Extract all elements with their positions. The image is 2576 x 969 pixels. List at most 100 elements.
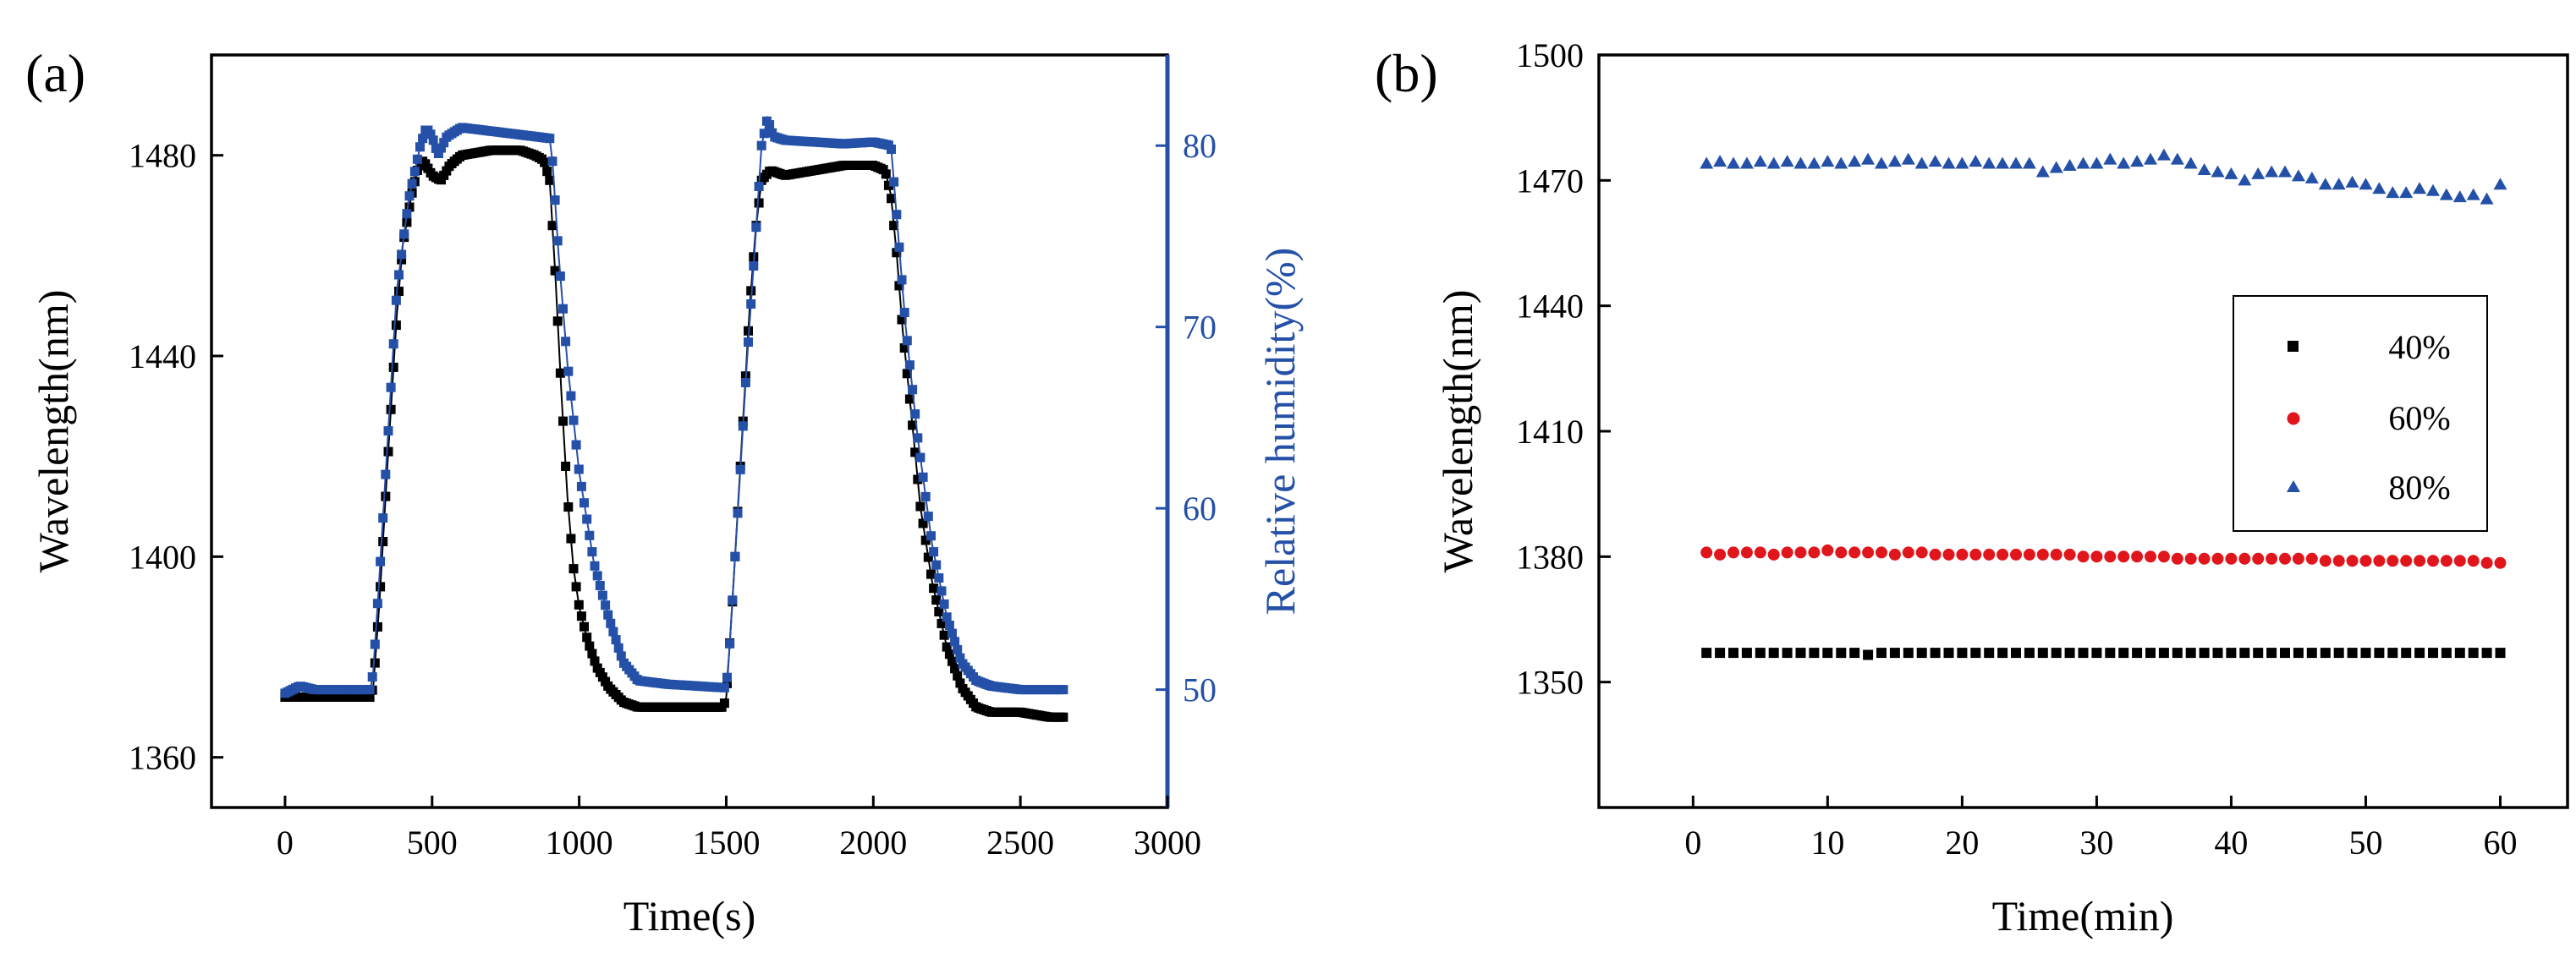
panel-b-data-point xyxy=(2360,648,2371,659)
panel-a-data-point xyxy=(542,167,552,177)
panel-a-data-point xyxy=(576,481,586,491)
panel-a-data-point xyxy=(409,167,420,177)
panel-b-data-point xyxy=(2425,183,2440,196)
panel-a-data-point xyxy=(365,693,375,702)
panel-b: (b) 0 10 20 30 40 50 60 1350 1380 1410 1440 1470 15… xyxy=(1375,36,2569,939)
panel-a-data-point xyxy=(383,446,393,457)
panel-b-data-point xyxy=(2225,552,2238,565)
panel-b-data-point xyxy=(2374,648,2385,659)
panel-b-data-point xyxy=(2157,550,2170,563)
panel-b-data-point xyxy=(2373,555,2386,567)
panel-a-y-axis-title: Wavelength(nm) xyxy=(30,290,77,573)
panel-b-data-point xyxy=(2428,648,2438,659)
panel-a-data-point xyxy=(545,175,555,185)
panel-a-data-point xyxy=(897,275,907,285)
panel-a-x-tick-label: 2000 xyxy=(839,824,907,862)
panel-a-data-point xyxy=(902,336,912,346)
panel-a-data-point xyxy=(568,415,579,425)
panel-b-data-point xyxy=(2051,648,2062,659)
panel-b-data-point xyxy=(1996,156,2010,169)
panel-b-data-point xyxy=(2467,555,2480,567)
panel-a-data-point xyxy=(913,433,923,443)
panel-b-data-point xyxy=(2199,648,2210,659)
panel-b-data-point xyxy=(2076,156,2090,169)
panel-a-data-point xyxy=(426,129,436,140)
panel-b-data-point xyxy=(2319,555,2332,567)
panel-b-data-point xyxy=(2452,190,2467,203)
panel-b-y-tick-label: 1470 xyxy=(1516,162,1584,200)
panel-b-x-tick-label: 10 xyxy=(1810,824,1844,862)
panel-a-data-point xyxy=(561,462,571,471)
panel-b-data-point xyxy=(1739,156,1754,169)
panel-b-x-tick-label: 40 xyxy=(2214,824,2248,862)
panel-b-data-point xyxy=(1929,548,1942,561)
panel-a-data-point xyxy=(365,685,375,695)
panel-b-data-point xyxy=(2158,648,2169,659)
panel-b-y-tick-label: 1500 xyxy=(1516,36,1584,74)
panel-b-data-point xyxy=(2332,555,2345,567)
panel-a-data-point xyxy=(908,420,918,430)
panel-b-data-point xyxy=(1942,156,1956,169)
panel-a-y-ticks: 1360 1400 1440 1480 xyxy=(129,137,223,777)
panel-b-data-point xyxy=(1982,156,1997,169)
panel-b-data-point xyxy=(1997,548,2009,561)
panel-b-data-point xyxy=(1795,648,1806,659)
panel-b-data-point xyxy=(2493,178,2507,190)
panel-a-data-point xyxy=(412,154,422,164)
panel-a-data-point xyxy=(923,512,933,522)
panel-a-data-point xyxy=(590,656,600,666)
panel-b-data-point xyxy=(2401,648,2412,659)
panel-b-data-point xyxy=(2293,648,2304,659)
panel-a-data-point xyxy=(576,611,586,621)
panel-a-data-point xyxy=(915,452,925,463)
panel-a-data-point xyxy=(894,242,904,252)
panel-a-data-point xyxy=(887,145,896,154)
panel-b-data-point xyxy=(2011,648,2021,659)
panel-a-data-point xyxy=(601,600,611,610)
panel-a-data-point xyxy=(582,632,592,643)
panel-a-data-point xyxy=(749,261,759,271)
panel-b-data-point xyxy=(2050,548,2062,561)
panel-a-data-point xyxy=(754,182,764,191)
panel-b-data-point xyxy=(1863,649,1874,660)
panel-b-data-point xyxy=(2172,648,2183,659)
panel-a-data-point xyxy=(603,610,613,620)
panel-a-data-point xyxy=(902,369,912,379)
panel-a-data-point xyxy=(722,672,732,682)
panel-b-data-point xyxy=(2266,648,2277,659)
panel-b-data-point xyxy=(2466,188,2480,200)
panel-b-data-point xyxy=(2103,152,2117,165)
panel-a-data-point xyxy=(735,464,745,474)
panel-a-data-point xyxy=(394,287,404,296)
panel-b-data-point xyxy=(2253,648,2264,659)
panel-b-data-point xyxy=(2211,165,2225,178)
panel-a-data-point xyxy=(920,491,931,501)
panel-a-data-point xyxy=(404,191,415,201)
panel-b-x-ticks: 0 10 20 30 40 50 60 xyxy=(1684,796,2517,862)
panel-b-y-tick-label: 1410 xyxy=(1516,413,1584,451)
panel-a-x-tick-label: 1000 xyxy=(546,824,613,862)
panel-a-data-point xyxy=(376,582,386,592)
panel-a-data-point xyxy=(550,195,560,205)
panel-a-data-point xyxy=(936,586,947,596)
panel-b-data-point xyxy=(1768,648,1779,659)
panel-b-data-point xyxy=(1970,648,1981,659)
panel-a-data-point xyxy=(942,612,952,622)
panel-a-data-point xyxy=(913,474,923,484)
panel-a-data-point xyxy=(759,129,769,139)
panel-b-x-tick-label: 20 xyxy=(1945,824,1979,862)
panel-a-data-point xyxy=(756,140,766,151)
panel-a-data-point xyxy=(740,378,750,387)
panel-a-y-tick-label: 1360 xyxy=(129,739,196,777)
panel-b-data-point xyxy=(2091,648,2102,659)
panel-a-data-point xyxy=(910,447,920,457)
panel-b-data-point xyxy=(2117,156,2131,169)
panel-b-data-point xyxy=(2333,648,2344,659)
panel-b-series-60pct xyxy=(1700,544,2507,569)
panel-a-data-point xyxy=(376,556,386,567)
panel-a-x-tick-label: 3000 xyxy=(1134,824,1201,862)
panel-a-data-point xyxy=(381,491,391,501)
panel-b-data-point xyxy=(1780,155,1794,167)
panel-b-data-point xyxy=(2453,555,2466,567)
panel-a-data-point xyxy=(899,308,909,317)
